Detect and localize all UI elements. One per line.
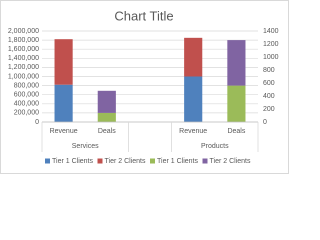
y-tick-label: 0: [35, 119, 39, 126]
bar: [54, 39, 73, 85]
y-tick-label: 1,600,000: [8, 46, 39, 53]
y-tick-label: 800,000: [14, 82, 39, 89]
legend-label: Tier 2 Clients: [210, 158, 251, 165]
bar: [184, 37, 203, 77]
bar: [97, 112, 116, 122]
x-tick-label: Deals: [98, 128, 116, 135]
y-tick-label: 200,000: [14, 110, 39, 117]
chart: Chart Title 0 200,000 400,000 600,000 800,00…: [0, 0, 289, 174]
bar: [97, 90, 116, 113]
x-tick-label: Revenue: [50, 128, 78, 135]
y-tick-label: 400,000: [14, 101, 39, 108]
y2-tick-label: 1200: [263, 41, 279, 48]
x-tick-label: Deals: [227, 128, 245, 135]
y-tick-label: 1,800,000: [8, 37, 39, 44]
y2-tick-label: 1000: [263, 54, 279, 61]
legend-label: Tier 1 Clients: [52, 158, 93, 165]
chart-title: Chart Title: [114, 8, 173, 23]
y2-tick-label: 1400: [263, 28, 279, 35]
y2-tick-label: 600: [263, 80, 275, 87]
y-tick-label: 1,000,000: [8, 73, 39, 80]
group-label: Services: [72, 143, 99, 150]
bar: [227, 40, 246, 86]
bar: [54, 84, 73, 122]
y2-tick-label: 400: [263, 93, 275, 100]
x-tick-label: Revenue: [179, 128, 207, 135]
legend-label: Tier 1 Clients: [157, 158, 198, 165]
group-label: Products: [201, 143, 229, 150]
legend-swatch: [45, 158, 50, 164]
y2-tick-label: 200: [263, 106, 275, 113]
y-tick-label: 2,000,000: [8, 28, 39, 35]
bar: [184, 76, 203, 122]
y-tick-label: 600,000: [14, 92, 39, 99]
bar: [227, 85, 246, 122]
y2-tick-label: 800: [263, 67, 275, 74]
y-tick-label: 1,200,000: [8, 64, 39, 71]
legend-swatch: [150, 158, 155, 164]
y-tick-label: 1,400,000: [8, 55, 39, 62]
y2-tick-label: 0: [263, 119, 267, 126]
legend-swatch: [202, 158, 208, 164]
legend-swatch: [97, 158, 103, 164]
legend-label: Tier 2 Clients: [105, 158, 146, 165]
